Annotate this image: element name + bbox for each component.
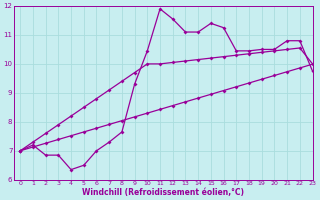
X-axis label: Windchill (Refroidissement éolien,°C): Windchill (Refroidissement éolien,°C): [82, 188, 244, 197]
